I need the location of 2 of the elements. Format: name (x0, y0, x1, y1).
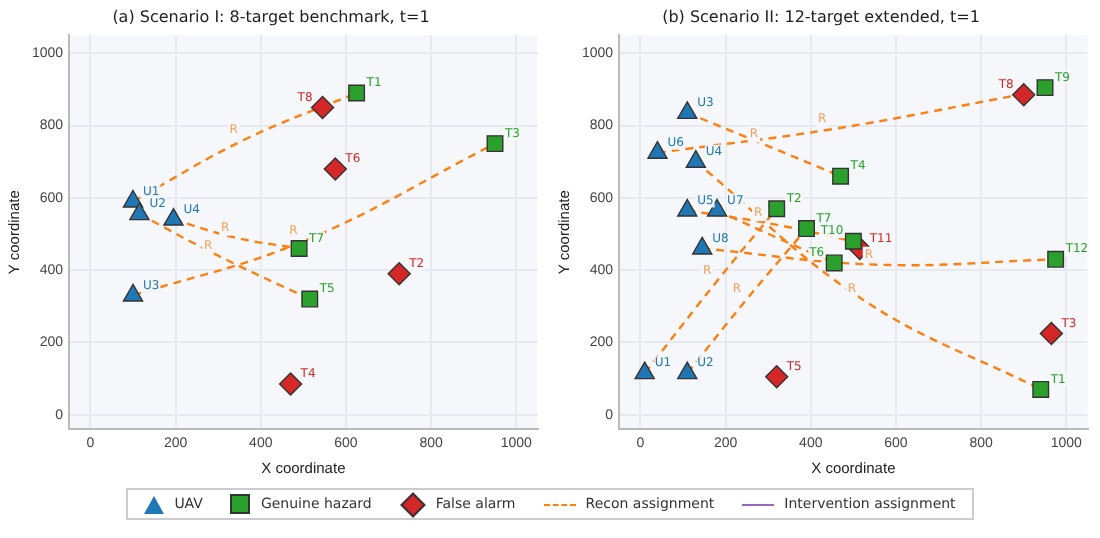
chart-title: (b) Scenario II: 12-target extended, t=1 (662, 7, 980, 26)
chart-title: (a) Scenario I: 8-target benchmark, t=1 (112, 7, 430, 26)
